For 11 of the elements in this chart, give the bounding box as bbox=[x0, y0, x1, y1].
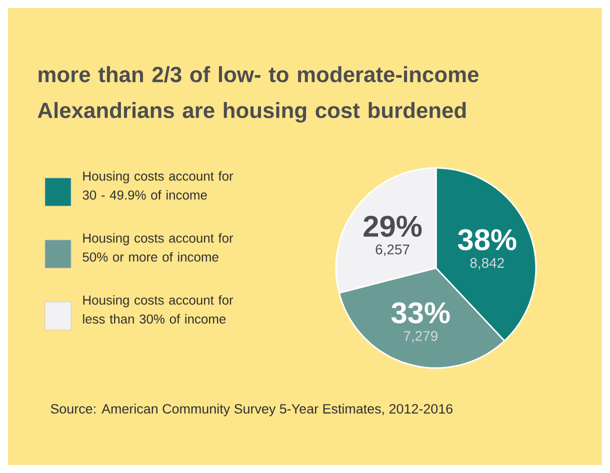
data-label: 38% bbox=[458, 229, 516, 250]
legend-label: Housing costs account for 50% or more of income bbox=[82, 233, 234, 262]
legend-label: Housing costs account for 30 - 49.9% of income bbox=[82, 171, 234, 200]
legend-label: Housing costs account for less than 30% of income bbox=[83, 295, 234, 324]
source-note: Source: American Community Survey 5-Year Estimates, 2012-2016 bbox=[50, 404, 452, 416]
text: 6,257 bbox=[376, 244, 410, 256]
text: 8,842 bbox=[470, 258, 504, 270]
text: 7,279 bbox=[404, 331, 438, 343]
chart-title: more than 2/3 of low- to moderate-income Alexandrians are housing cost burdened bbox=[38, 66, 478, 123]
data-label: 33% bbox=[391, 302, 450, 324]
data-label: 29% bbox=[364, 216, 422, 237]
